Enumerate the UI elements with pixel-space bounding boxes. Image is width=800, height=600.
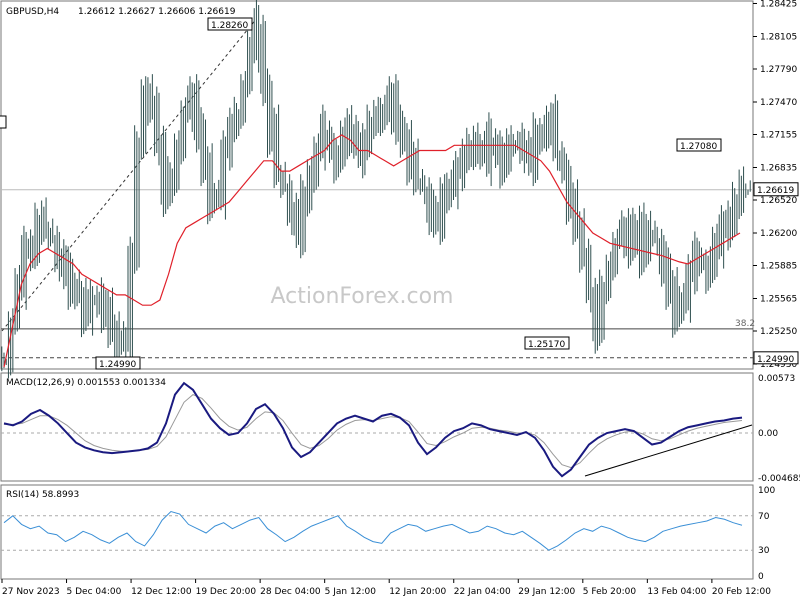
ohlc-readout: 1.26612 1.26627 1.26606 1.26619 [78,7,236,17]
fib-label: 38.2 [735,319,755,329]
time-axis-ticks: 27 Nov 2023 5 Dec 04:00 12 Dec 12:00 19 Dec… [1,579,771,597]
price-panel-frame [0,0,754,370]
macd-tick-label: 0.00573 [758,374,795,384]
price-tick-label: 1.28105 [760,32,797,42]
time-tick-label: 27 Nov 2023 [2,587,60,597]
time-tick-label: 13 Feb 04:00 [647,587,706,597]
macd-main-line [3,381,743,478]
annotation-box [207,17,253,31]
macd-trend-line [584,424,753,477]
price-tick-label: 1.26835 [760,163,797,173]
annotation-box [676,138,722,152]
price-tick-label: 1.27155 [760,130,797,140]
current-price-box [753,182,799,197]
annotation-box [95,356,141,370]
current-price-label: 1.26619 [757,186,794,196]
macd-panel-frame [0,372,754,482]
price-axis-ticks: 1.28425 1.28105 1.27790 1.27470 1.27155 1.268… [753,0,797,370]
time-tick-label: 19 Dec 20:00 [196,587,257,597]
price-tick-label: 1.25565 [760,294,797,304]
macd-lines [1,381,753,478]
price-tick-label: 1.25250 [760,327,797,337]
price-tick-label: 1.24930 [760,360,797,370]
time-tick-label: 29 Jan 12:00 [518,587,575,597]
annotation-label: 1.27080 [680,142,717,152]
annotation-label: 1.24990 [99,360,136,370]
rsi-title: RSI(14) 58.8993 [6,490,79,500]
rsi-tick-label: 70 [758,512,770,522]
price-tick-label: 1.27470 [760,98,797,108]
time-tick-label: 5 Dec 04:00 [67,587,122,597]
support-price-box [753,351,799,365]
price-tick-label: 1.25885 [760,261,797,271]
watermark: ActionForex.com [271,284,454,309]
rsi-panel-frame [0,484,754,580]
time-tick-label: 22 Jan 04:00 [454,587,511,597]
symbol-label: GBPUSD,H4 [6,7,59,17]
time-tick-label: 28 Dec 04:00 [260,587,321,597]
trend-line [1,20,256,332]
rsi-line [3,510,743,551]
price-tick-label: 1.26520 [760,196,797,206]
price-tick-label: 1.26200 [760,229,797,239]
time-tick-label: 5 Feb 20:00 [583,587,637,597]
macd-tick-label: -0.004685 [758,474,800,484]
moving-average [3,134,741,368]
annotation-label: 1.25170 [528,340,565,350]
annotation-label: 1.28260 [211,21,248,31]
support-price-label: 1.24990 [757,355,794,365]
time-tick-label: 20 Feb 12:00 [712,587,771,597]
rsi-tick-label: 0 [758,572,764,582]
time-tick-label: 12 Jan 20:00 [389,587,446,597]
ma-line [3,134,741,368]
price-tick-label: 1.27790 [760,65,797,75]
macd-title: MACD(12,26,9) 0.001553 0.001334 [6,378,166,388]
annotation-box [524,336,570,350]
time-tick-label: 12 Dec 12:00 [131,587,192,597]
rsi-line [1,510,753,551]
time-tick-label: 5 Jan 12:00 [325,587,377,597]
macd-tick-label: 0.00 [758,429,778,439]
indicator-axis-ticks: 0.00573 0.00 -0.004685 100 70 30 0 [758,374,800,582]
clipped-annotation-box [0,115,7,129]
rsi-tick-label: 30 [758,546,770,556]
rsi-tick-label: 100 [758,486,775,496]
price-reference-lines: 38.2 1.26619 1.24990 [1,20,799,365]
price-bars [1,0,751,379]
price-tick-label: 1.28425 [760,0,797,9]
price-annotations: 1.28260 1.24990 1.25170 1.27080 [0,17,722,370]
